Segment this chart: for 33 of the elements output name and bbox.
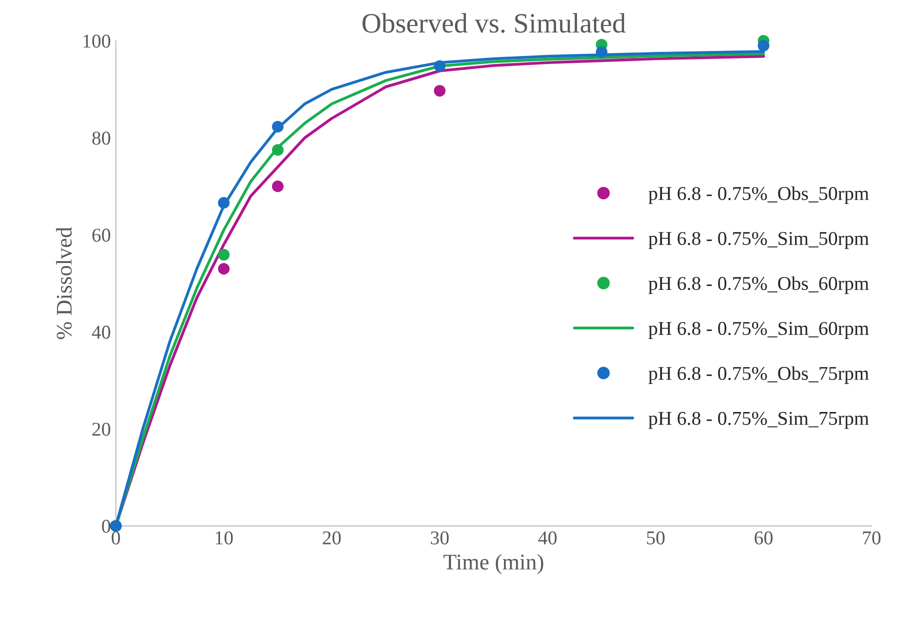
- y-tick-label: 20: [92, 422, 110, 436]
- point: [218, 248, 230, 261]
- x-axis-title: Time (min): [444, 554, 544, 574]
- y-tick-label: 0: [102, 520, 110, 533]
- legend-label: pH 6.8 - 0.75%_Sim_60rpm: [648, 322, 869, 339]
- point: [758, 40, 770, 52]
- legend-label: pH 6.8 - 0.75%_Obs_60rpm: [648, 276, 869, 294]
- x-tick-label: 40: [538, 531, 557, 544]
- x-tick-label: 60: [754, 531, 773, 544]
- point: [272, 144, 284, 156]
- x-tick-label: 30: [430, 531, 449, 544]
- point: [272, 180, 284, 192]
- legend-label: pH 6.8 - 0.75%_Sim_75rpm: [648, 412, 869, 429]
- point: [434, 84, 446, 97]
- point: [218, 197, 230, 209]
- legend-label: pH 6.8 - 0.75%_Obs_50rpm: [648, 186, 869, 204]
- legend-label: pH 6.8 - 0.75%_Obs_75rpm: [648, 366, 869, 384]
- chart-title: Observed vs. Simulated: [362, 13, 626, 33]
- x-tick-label: 50: [647, 531, 665, 544]
- legend-label: pH 6.8 - 0.75%_Sim_50rpm: [648, 232, 869, 250]
- point: [434, 60, 446, 72]
- y-tick-label: 40: [92, 326, 110, 339]
- y-tick-label: 60: [92, 228, 110, 242]
- y-tick-label: 100: [84, 34, 110, 48]
- x-tick-label: 0: [112, 531, 120, 544]
- y-tick-label: 80: [92, 132, 110, 145]
- x-tick-label: 20: [322, 531, 341, 544]
- point: [218, 262, 230, 275]
- point: [272, 120, 284, 132]
- y-axis-title: % Dissolved: [56, 227, 72, 340]
- point: [596, 46, 608, 58]
- x-tick-label: 70: [863, 531, 880, 544]
- x-tick-label: 10: [216, 531, 233, 544]
